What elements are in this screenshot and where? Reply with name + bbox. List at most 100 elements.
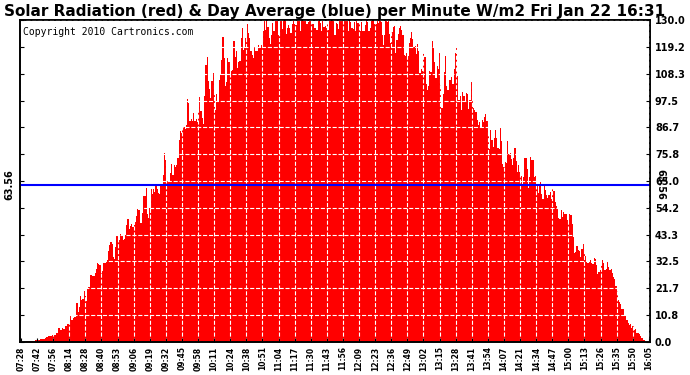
Bar <box>238 62 239 342</box>
Bar <box>72 318 74 342</box>
Bar <box>316 30 317 342</box>
Bar <box>404 55 405 342</box>
Bar <box>235 57 236 342</box>
Bar <box>475 112 477 342</box>
Bar <box>339 20 340 342</box>
Bar <box>112 244 113 342</box>
Bar <box>276 20 277 342</box>
Bar <box>137 209 139 342</box>
Bar <box>394 26 395 342</box>
Bar <box>253 58 254 342</box>
Bar <box>90 276 91 342</box>
Bar <box>490 130 491 342</box>
Bar <box>313 24 314 342</box>
Bar <box>146 188 147 342</box>
Bar <box>281 20 282 342</box>
Bar <box>139 223 141 342</box>
Bar <box>440 86 442 342</box>
Bar <box>558 218 560 342</box>
Bar <box>81 300 82 342</box>
Bar <box>427 90 428 342</box>
Bar <box>400 26 401 342</box>
Bar <box>552 189 553 342</box>
Bar <box>615 286 617 342</box>
Bar <box>416 54 417 342</box>
Bar <box>522 184 523 342</box>
Bar <box>635 329 636 342</box>
Bar <box>528 188 529 342</box>
Bar <box>587 263 589 342</box>
Bar <box>41 339 42 342</box>
Bar <box>448 81 450 342</box>
Bar <box>308 20 310 342</box>
Bar <box>457 76 458 342</box>
Bar <box>437 69 439 342</box>
Bar <box>322 20 324 342</box>
Bar <box>523 177 524 342</box>
Bar <box>507 141 509 342</box>
Bar <box>345 20 346 342</box>
Bar <box>142 213 144 342</box>
Bar <box>366 20 367 342</box>
Bar <box>356 20 357 342</box>
Bar <box>477 120 478 342</box>
Bar <box>186 125 187 342</box>
Bar <box>525 158 526 342</box>
Bar <box>370 28 371 342</box>
Bar <box>408 43 410 342</box>
Bar <box>612 273 613 342</box>
Bar <box>333 20 334 342</box>
Bar <box>176 165 177 342</box>
Bar <box>578 251 579 342</box>
Text: Copyright 2010 Cartronics.com: Copyright 2010 Cartronics.com <box>23 27 193 37</box>
Bar <box>357 23 359 342</box>
Bar <box>349 20 350 342</box>
Bar <box>201 118 203 342</box>
Bar <box>531 160 533 342</box>
Bar <box>584 250 585 342</box>
Bar <box>254 47 255 342</box>
Bar <box>494 138 495 342</box>
Bar <box>310 20 311 342</box>
Bar <box>282 30 283 342</box>
Bar <box>104 263 106 342</box>
Bar <box>99 265 101 342</box>
Bar <box>267 27 268 342</box>
Bar <box>74 317 75 342</box>
Bar <box>593 258 595 342</box>
Bar <box>401 30 402 342</box>
Bar <box>70 316 72 342</box>
Bar <box>61 328 63 342</box>
Bar <box>372 21 373 342</box>
Bar <box>311 20 313 342</box>
Bar <box>462 92 463 342</box>
Bar <box>166 181 168 342</box>
Bar <box>420 73 421 342</box>
Bar <box>110 242 112 342</box>
Bar <box>58 328 59 342</box>
Bar <box>431 72 432 342</box>
Bar <box>509 153 511 342</box>
Bar <box>214 95 215 342</box>
Bar <box>286 34 287 342</box>
Bar <box>549 195 550 342</box>
Bar <box>463 96 464 342</box>
Bar <box>128 229 130 342</box>
Bar <box>209 89 210 342</box>
Bar <box>270 44 271 342</box>
Bar <box>295 25 297 342</box>
Bar <box>271 34 273 342</box>
Bar <box>353 29 354 342</box>
Bar <box>517 172 518 342</box>
Bar <box>375 24 377 342</box>
Bar <box>386 22 388 342</box>
Bar <box>569 214 571 342</box>
Bar <box>125 235 126 342</box>
Bar <box>264 20 265 342</box>
Bar <box>278 35 279 342</box>
Bar <box>132 227 133 342</box>
Bar <box>101 273 102 342</box>
Bar <box>602 260 603 342</box>
Bar <box>86 301 87 342</box>
Bar <box>486 122 488 342</box>
